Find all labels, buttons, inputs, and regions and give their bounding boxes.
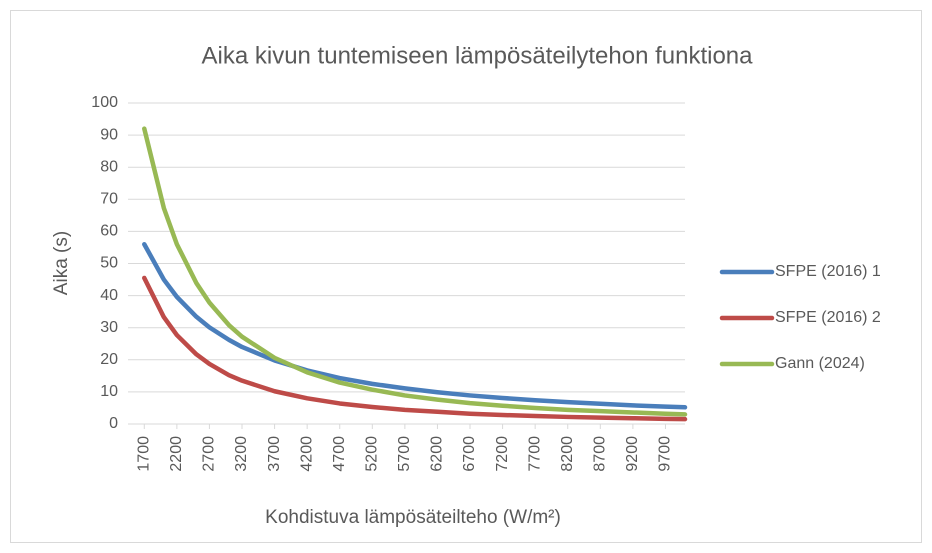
x-tick-label: 7200 bbox=[494, 436, 511, 472]
legend-label: SFPE (2016) 2 bbox=[775, 309, 881, 326]
x-tick-label: 8700 bbox=[592, 436, 609, 472]
x-tick-label: 9200 bbox=[624, 436, 641, 472]
y-tick-label: 20 bbox=[100, 351, 118, 368]
x-tick-label: 2700 bbox=[201, 436, 218, 472]
y-tick-label: 100 bbox=[91, 94, 118, 111]
x-tick-label: 8200 bbox=[559, 436, 576, 472]
x-tick-label: 2200 bbox=[168, 436, 185, 472]
y-tick-label: 50 bbox=[100, 255, 118, 272]
y-tick-label: 80 bbox=[100, 158, 118, 175]
y-tick-label: 30 bbox=[100, 319, 118, 336]
y-tick-label: 40 bbox=[100, 287, 118, 304]
line-series bbox=[142, 126, 688, 417]
chart-title: Aika kivun tuntemiseen lämpösäteilytehon… bbox=[202, 42, 754, 69]
y-tick-label: 60 bbox=[100, 223, 118, 240]
y-tick-label: 70 bbox=[100, 191, 118, 208]
x-tick-label: 9700 bbox=[657, 436, 674, 472]
legend-label: SFPE (2016) 1 bbox=[775, 263, 881, 280]
x-tick-label: 1700 bbox=[136, 436, 153, 472]
x-tick-label: 3700 bbox=[266, 436, 283, 472]
y-tick-label: 90 bbox=[100, 126, 118, 143]
x-tick-label: 5200 bbox=[364, 436, 381, 472]
x-tick-label: 6700 bbox=[461, 436, 478, 472]
y-tick-label: 0 bbox=[109, 415, 118, 432]
x-tick-label: 4200 bbox=[298, 436, 315, 472]
x-tick-label: 3200 bbox=[233, 436, 250, 472]
x-tick-label: 7700 bbox=[526, 436, 543, 472]
x-tick-label: 4700 bbox=[331, 436, 348, 472]
y-axis-label: Aika (s) bbox=[51, 231, 72, 295]
legend-label: Gann (2024) bbox=[775, 355, 865, 372]
line-series bbox=[142, 241, 688, 410]
line-series bbox=[142, 275, 688, 422]
x-axis-label: Kohdistuva lämpösäteilteho (W/m²) bbox=[265, 507, 561, 528]
x-tick-label: 6200 bbox=[429, 436, 446, 472]
x-tick-label: 5700 bbox=[396, 436, 413, 472]
y-tick-label: 10 bbox=[100, 383, 118, 400]
